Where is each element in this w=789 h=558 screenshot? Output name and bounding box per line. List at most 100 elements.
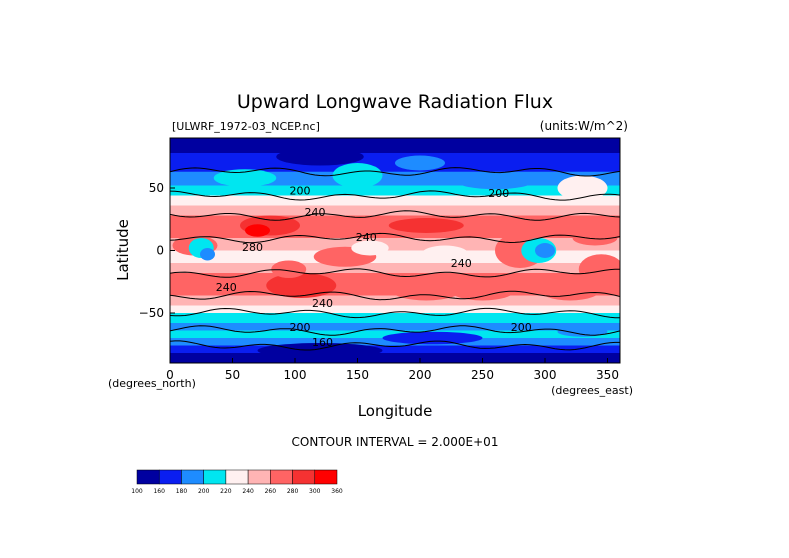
flux-feature	[557, 326, 608, 337]
colorbar-swatch	[158, 469, 182, 485]
flux-feature	[332, 163, 383, 188]
flux-feature	[535, 243, 555, 258]
units-label: (units:W/m^2)	[540, 119, 628, 133]
flux-band	[170, 185, 620, 196]
colorbar-swatch	[292, 469, 316, 485]
y-axis-ticks: −50 0 50	[139, 181, 175, 320]
contour-line	[170, 307, 620, 319]
colorbar-swatch	[225, 469, 249, 485]
y-tick-label: −50	[139, 306, 164, 320]
x-tick-label: 300	[534, 368, 557, 382]
x-axis-ticks: 0 50 100 150 200 250 300 350	[166, 358, 619, 382]
contour-label: 240	[305, 206, 326, 219]
flux-feature	[266, 273, 337, 298]
x-tick-label: 100	[284, 368, 307, 382]
colorbar-swatch	[181, 469, 204, 485]
flux-feature	[572, 230, 618, 246]
colorbar-label: 360	[331, 488, 343, 495]
flux-band	[170, 205, 620, 216]
flux-feature	[422, 245, 468, 261]
colorbar-label: 220	[220, 488, 232, 495]
colorbar-label: 200	[198, 488, 210, 495]
flux-features	[172, 148, 620, 358]
flux-band	[170, 195, 620, 206]
contour-line	[170, 340, 620, 351]
colorbar-label: 100	[131, 488, 143, 495]
y-axis-label: Latitude	[114, 219, 132, 281]
contour-line	[170, 268, 620, 278]
flux-feature	[200, 248, 215, 261]
contour-label: 200	[511, 321, 532, 334]
plot-area	[170, 138, 620, 363]
flux-feature	[351, 240, 389, 256]
flux-feature	[213, 169, 277, 187]
contour-label: 240	[451, 257, 472, 270]
x-tick-label: 350	[596, 368, 619, 382]
contour-label: 160	[312, 336, 333, 349]
x-unit-label: (degrees_east)	[551, 384, 633, 397]
x-tick-label: 0	[166, 368, 174, 382]
flux-feature	[457, 174, 533, 190]
colorbar-label: 260	[265, 488, 277, 495]
x-tick-label: 50	[225, 368, 240, 382]
x-axis-label: Longitude	[358, 402, 433, 420]
flux-band	[170, 345, 620, 354]
flux-band	[170, 305, 620, 314]
contour-interval: CONTOUR INTERVAL = 2.000E+01	[292, 435, 499, 449]
y-tick-label: 50	[149, 181, 164, 195]
contour-line	[170, 290, 620, 301]
contour-label: 240	[216, 281, 237, 294]
flux-feature	[388, 218, 464, 233]
flux-feature	[447, 275, 518, 301]
colorbar-label: 300	[309, 488, 321, 495]
flux-feature	[557, 175, 608, 201]
colorbar-swatch	[203, 469, 227, 485]
flux-band	[170, 138, 620, 154]
x-tick-label: 250	[471, 368, 494, 382]
contour-label: 280	[242, 241, 263, 254]
flux-band	[170, 263, 620, 274]
contour-line	[170, 232, 620, 244]
flux-feature	[245, 224, 270, 237]
x-tick-label: 150	[346, 368, 369, 382]
contour-label: 200	[290, 185, 311, 198]
contour-label: 200	[290, 321, 311, 334]
flux-feature	[578, 254, 620, 285]
flux-band	[170, 323, 620, 331]
flux-band	[170, 353, 620, 363]
colorbar-swatch	[270, 469, 293, 485]
x-tick-label: 200	[409, 368, 432, 382]
flux-feature	[388, 275, 464, 301]
colorbar-label: 160	[153, 488, 165, 495]
contour-line	[170, 167, 620, 177]
flux-band	[170, 295, 620, 306]
colorbar-swatch	[247, 469, 271, 485]
colorbar-swatch	[314, 469, 338, 485]
colorbar: 100 160 180 200 220 240 260 280 300 360	[131, 469, 343, 495]
colorbar-label: 180	[176, 488, 188, 495]
file-label: [ULWRF_1972-03_NCEP.nc]	[172, 120, 320, 133]
flux-band	[170, 153, 620, 173]
colorbar-label: 280	[287, 488, 299, 495]
contour-lines	[170, 167, 620, 351]
flux-band	[170, 313, 620, 324]
flux-feature	[382, 331, 483, 345]
flux-feature	[271, 260, 307, 278]
flux-feature	[276, 148, 364, 166]
contour-label: 240	[356, 231, 377, 244]
flux-feature	[537, 275, 603, 301]
flux-feature	[257, 343, 383, 358]
contour-label: 240	[312, 297, 333, 310]
flux-feature	[395, 155, 445, 171]
contour-line	[170, 210, 620, 221]
contour-label: 200	[488, 187, 509, 200]
contour-line	[170, 190, 620, 201]
y-tick-label: 0	[156, 244, 164, 258]
colorbar-swatch	[136, 469, 160, 485]
chart-title: Upward Longwave Radiation Flux	[237, 91, 553, 113]
colorbar-label: 240	[242, 488, 254, 495]
contour-line	[170, 325, 620, 336]
y-unit-label: (degrees_north)	[108, 377, 196, 390]
